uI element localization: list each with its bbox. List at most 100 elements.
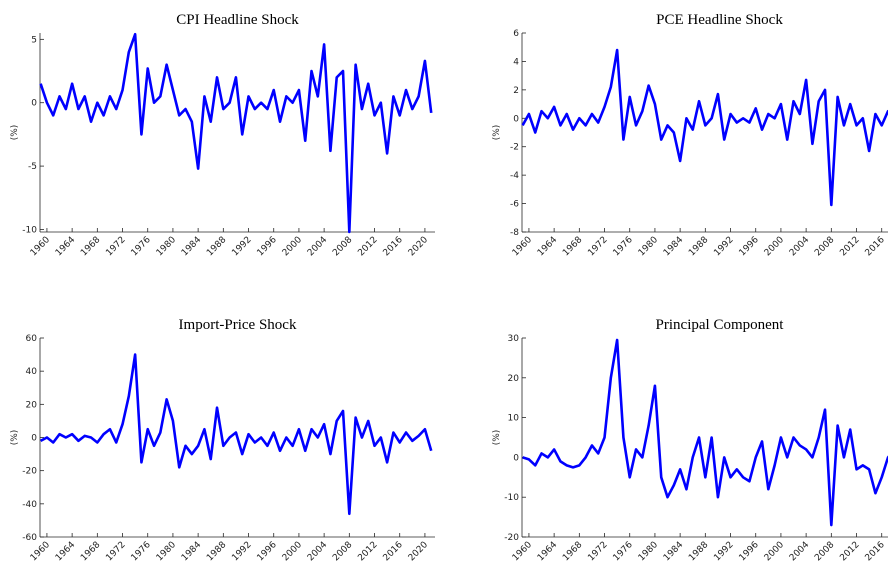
x-tick-label: 1972 xyxy=(586,235,609,258)
x-tick-label: 1984 xyxy=(662,235,685,258)
x-tick-label: 1988 xyxy=(205,540,228,563)
x-tick-label: 2020 xyxy=(407,235,430,258)
x-tick-label: 1964 xyxy=(536,235,559,258)
subplot: Import-Price Shock (%) -60 -40 -20 0 20 40 60 196… xyxy=(10,317,435,563)
x-tick-label: 1960 xyxy=(29,540,52,563)
x-tick-label: 2004 xyxy=(306,540,329,563)
x-tick-label: 1988 xyxy=(687,540,710,563)
chart-title: CPI Headline Shock xyxy=(176,12,299,28)
y-tick-label: -6 xyxy=(510,200,519,210)
x-tick-label: 2016 xyxy=(382,235,405,258)
x-tick-label: 2016 xyxy=(864,540,887,563)
x-tick-label: 1960 xyxy=(511,540,534,563)
x-tick-label: 1988 xyxy=(205,235,228,258)
x-tick-label: 1984 xyxy=(180,540,203,563)
y-tick-label: 4 xyxy=(513,57,519,67)
x-tick-label: 1968 xyxy=(561,540,584,563)
x-tick-label: 2012 xyxy=(356,235,379,258)
x-tick-label: 1968 xyxy=(561,235,584,258)
y-tick-label: 30 xyxy=(508,334,520,344)
y-tick-label: -5 xyxy=(28,162,37,172)
y-tick-label: 0 xyxy=(31,99,37,109)
y-tick-label: -8 xyxy=(510,228,519,238)
x-tick-label: 1992 xyxy=(712,540,735,563)
x-tick-label: 2008 xyxy=(813,540,836,563)
x-tick-label: 2020 xyxy=(407,540,430,563)
x-tick-label: 1976 xyxy=(612,235,635,258)
x-tick-label: 1968 xyxy=(79,235,102,258)
x-tick-label: 1976 xyxy=(130,235,153,258)
y-tick-label: 10 xyxy=(508,414,520,424)
x-tick-label: 1972 xyxy=(104,540,127,563)
x-tick-label: 1996 xyxy=(256,540,279,563)
chart-title: Principal Component xyxy=(656,317,785,333)
y-tick-label: 2 xyxy=(513,86,519,96)
y-tick-label: -4 xyxy=(510,171,519,181)
data-line xyxy=(40,353,433,516)
x-tick-label: 1968 xyxy=(79,540,102,563)
y-tick-label: 60 xyxy=(26,334,38,344)
x-tick-label: 1980 xyxy=(155,540,178,563)
x-tick-label: 1992 xyxy=(712,235,735,258)
x-tick-label: 1976 xyxy=(130,540,153,563)
x-tick-label: 1980 xyxy=(637,540,660,563)
x-tick-label: 1976 xyxy=(612,540,635,563)
x-tick-label: 1992 xyxy=(230,540,253,563)
y-axis-label: (%) xyxy=(492,125,502,141)
x-tick-label: 1960 xyxy=(29,235,52,258)
y-axis-label: (%) xyxy=(10,430,20,446)
y-tick-label: -20 xyxy=(22,467,37,477)
y-tick-label: 20 xyxy=(508,374,520,384)
x-tick-label: 2008 xyxy=(331,235,354,258)
y-tick-label: -20 xyxy=(504,533,519,543)
x-tick-label: 1964 xyxy=(54,235,77,258)
chart-title: PCE Headline Shock xyxy=(656,12,783,28)
x-tick-label: 1980 xyxy=(637,235,660,258)
x-tick-label: 2016 xyxy=(382,540,405,563)
y-axis-label: (%) xyxy=(10,125,20,141)
y-tick-label: 6 xyxy=(513,29,519,39)
x-tick-label: 2004 xyxy=(788,235,811,258)
x-tick-label: 2000 xyxy=(763,540,786,563)
x-tick-label: 2004 xyxy=(306,235,329,258)
x-tick-label: 2000 xyxy=(281,540,304,563)
y-axis-label: (%) xyxy=(492,430,502,446)
y-tick-label: 20 xyxy=(26,400,38,410)
x-tick-label: 1984 xyxy=(662,540,685,563)
y-tick-label: -10 xyxy=(22,225,37,235)
x-tick-label: 1996 xyxy=(256,235,279,258)
subplot: CPI Headline Shock (%) -10 -5 0 5 1960 1964 1968… xyxy=(10,12,435,258)
x-tick-label: 1980 xyxy=(155,235,178,258)
y-tick-label: -10 xyxy=(504,493,519,503)
y-tick-label: 5 xyxy=(31,35,37,45)
y-tick-label: -2 xyxy=(510,143,519,153)
x-tick-label: 2012 xyxy=(838,235,861,258)
x-tick-label: 2000 xyxy=(281,235,304,258)
x-tick-label: 1984 xyxy=(180,235,203,258)
x-tick-label: 1972 xyxy=(586,540,609,563)
x-tick-label: 2012 xyxy=(838,540,861,563)
x-tick-label: 2000 xyxy=(763,235,786,258)
y-tick-label: -40 xyxy=(22,500,37,510)
y-tick-label: 0 xyxy=(513,114,519,124)
x-tick-label: 1996 xyxy=(738,235,761,258)
data-line xyxy=(522,338,888,527)
y-tick-label: 40 xyxy=(26,367,38,377)
x-tick-label: 1972 xyxy=(104,235,127,258)
y-tick-label: -60 xyxy=(22,533,37,543)
x-tick-label: 1964 xyxy=(536,540,559,563)
x-tick-label: 1992 xyxy=(230,235,253,258)
data-line xyxy=(521,48,888,207)
data-line xyxy=(39,32,433,234)
x-tick-label: 1964 xyxy=(54,540,77,563)
x-tick-label: 1988 xyxy=(687,235,710,258)
x-tick-label: 2004 xyxy=(788,540,811,563)
x-tick-label: 1960 xyxy=(511,235,534,258)
y-tick-label: 0 xyxy=(513,453,519,463)
x-tick-label: 1996 xyxy=(738,540,761,563)
x-tick-label: 2008 xyxy=(813,235,836,258)
x-tick-label: 2008 xyxy=(331,540,354,563)
